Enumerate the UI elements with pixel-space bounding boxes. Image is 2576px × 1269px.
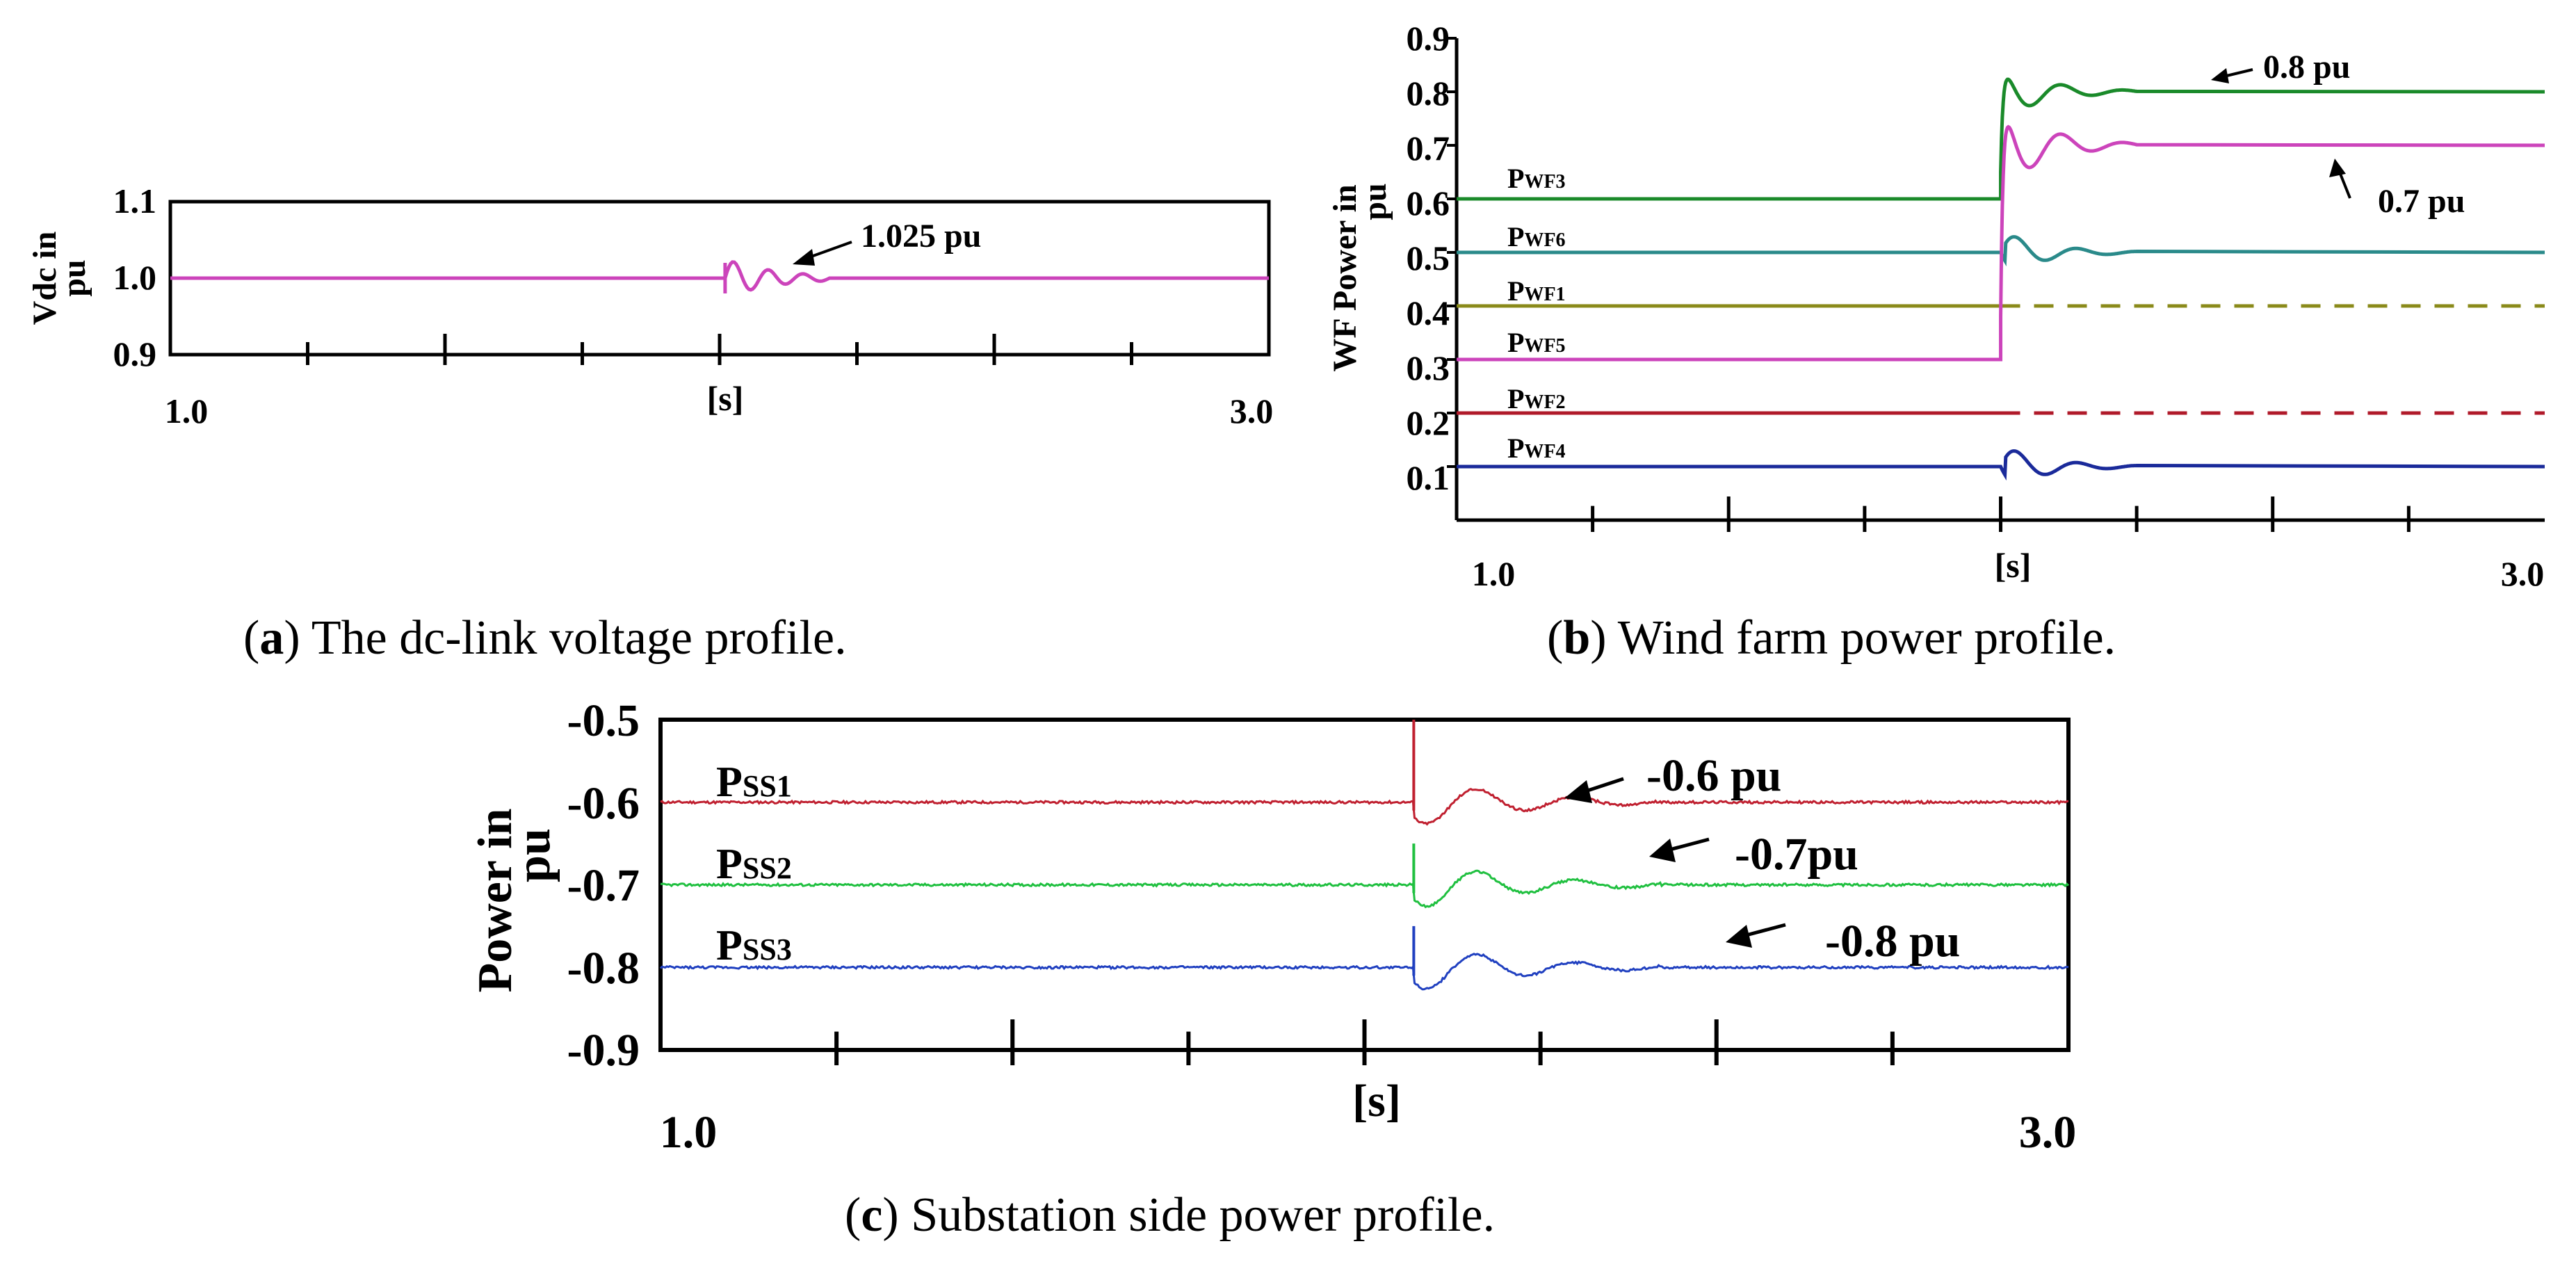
- series-group: [659, 720, 2070, 991]
- caption-text: The dc-link voltage profile.: [300, 611, 847, 665]
- y-tick-label: 0.9: [1407, 19, 1450, 58]
- x-axis-label: [s]: [1352, 1076, 1401, 1126]
- y-tick-label: 0.3: [1407, 348, 1450, 387]
- caption: (c) Substation side power profile.: [845, 1188, 1495, 1242]
- y-tick-label: 0.1: [1407, 458, 1450, 497]
- series-line-wf5: [1457, 124, 2545, 362]
- y-tick-label: -0.6: [567, 778, 640, 829]
- y-axis-label: pu: [507, 828, 560, 882]
- caption: (b) Wind farm power profile.: [1547, 611, 2116, 665]
- series-line-wf4: [1457, 449, 2545, 481]
- annotation-label: 0.8 pu: [2263, 49, 2350, 86]
- y-tick-label: 1.0: [113, 258, 157, 297]
- series-label-pwf5: PWF5: [1507, 327, 1566, 358]
- y-tick-label: 0.2: [1407, 403, 1450, 442]
- x-tick-marks: [306, 334, 1133, 365]
- y-axis-label: pu: [56, 259, 92, 296]
- caption: (a) The dc-link voltage profile.: [243, 611, 847, 665]
- x-tick-label: 1.0: [165, 391, 209, 430]
- y-tick-label: -0.8: [567, 943, 640, 994]
- x-tick-label: 3.0: [1230, 391, 1274, 430]
- caption-text: Wind farm power profile.: [1607, 611, 2116, 665]
- x-tick-label: 1.0: [660, 1107, 718, 1158]
- y-tick-marks: [1447, 37, 1457, 468]
- arrow-head: [1726, 925, 1752, 948]
- series-label-pwf4: PWF4: [1507, 433, 1566, 464]
- series-line-ss3: [659, 953, 2069, 991]
- arrow-head: [2211, 68, 2229, 83]
- annotation: -0.6 pu: [1564, 750, 1781, 803]
- y-tick-label: 0.7: [1407, 129, 1450, 168]
- annotation-label: -0.8 pu: [1825, 916, 1960, 967]
- series-line-ss1: [660, 788, 2068, 826]
- series-line-ss2: [660, 869, 2070, 909]
- series-group: [170, 260, 1269, 293]
- y-axis-label: Power in: [469, 808, 522, 992]
- y-tick-label: 0.4: [1407, 293, 1450, 332]
- caption-text: Substation side power profile.: [899, 1188, 1495, 1242]
- annotation-label: -0.7pu: [1735, 829, 1858, 880]
- x-tick-label: 1.0: [1472, 554, 1516, 593]
- annotation: 1.025 pu: [793, 218, 981, 266]
- x-tick-label: 3.0: [2019, 1107, 2077, 1158]
- y-tick-label: 0.5: [1407, 239, 1450, 277]
- annotation-label: 1.025 pu: [861, 218, 981, 254]
- series-line-vdc: [170, 260, 1269, 292]
- x-tick-marks: [834, 1019, 1895, 1065]
- annotation: 0.7 pu: [2329, 159, 2465, 220]
- y-tick-label: 0.8: [1407, 74, 1450, 113]
- caption-label: b: [1563, 611, 1590, 665]
- y-tick-label: 0.6: [1407, 184, 1450, 223]
- panel-c-substation-power: -0.5 -0.6 -0.7 -0.8 -0.9 1.0 3.0 [s] Pow…: [469, 695, 2076, 1242]
- y-tick-label: -0.7: [567, 860, 640, 911]
- y-axis-label: pu: [1356, 183, 1393, 220]
- annotation-label: -0.6 pu: [1646, 750, 1781, 801]
- series-label-pss2: PSS2: [716, 841, 792, 888]
- arrow-head: [793, 249, 815, 266]
- arrow-head: [1649, 839, 1676, 862]
- x-tick-label: 3.0: [2501, 554, 2545, 593]
- caption-label: c: [861, 1188, 882, 1242]
- annotation: 0.8 pu: [2211, 49, 2350, 86]
- x-axis-label: [s]: [707, 379, 744, 418]
- series-label-pss1: PSS1: [716, 759, 792, 806]
- annotation: -0.8 pu: [1726, 916, 1960, 967]
- series-label-pwf6: PWF6: [1507, 221, 1566, 252]
- series-line-wf3: [1457, 77, 2545, 201]
- y-tick-label: 1.1: [113, 181, 157, 220]
- y-tick-label: -0.5: [567, 695, 640, 746]
- series-label-pwf2: PWF2: [1507, 383, 1566, 414]
- x-axis-label: [s]: [1995, 546, 2032, 585]
- x-tick-marks: [1591, 496, 2411, 532]
- series-label-pwf1: PWF1: [1507, 275, 1566, 307]
- series-label-pss3: PSS3: [716, 922, 792, 969]
- series-group: [1457, 77, 2545, 481]
- arrow-head: [2329, 159, 2346, 177]
- series-label-pwf3: PWF3: [1507, 163, 1566, 194]
- annotation: -0.7pu: [1649, 829, 1858, 880]
- annotation-label: 0.7 pu: [2378, 183, 2465, 220]
- panel-b-wind-farm-power: 0.9 0.8 0.7 0.6 0.5 0.4 0.3 0.2 0.1 1.0 …: [1327, 19, 2545, 665]
- caption-label: a: [259, 611, 284, 665]
- y-axis-label: Vdc in: [26, 232, 63, 325]
- y-axis-label: WF Power in: [1327, 184, 1363, 371]
- panel-a-dc-link-voltage: 1.1 1.0 0.9 1.0 3.0 [s] Vdc in pu 1.025 …: [26, 181, 1273, 665]
- arrow-head: [1564, 780, 1592, 803]
- y-tick-label: -0.9: [567, 1025, 640, 1076]
- y-tick-label: 0.9: [113, 334, 157, 373]
- series-line-wf6: [1457, 235, 2545, 267]
